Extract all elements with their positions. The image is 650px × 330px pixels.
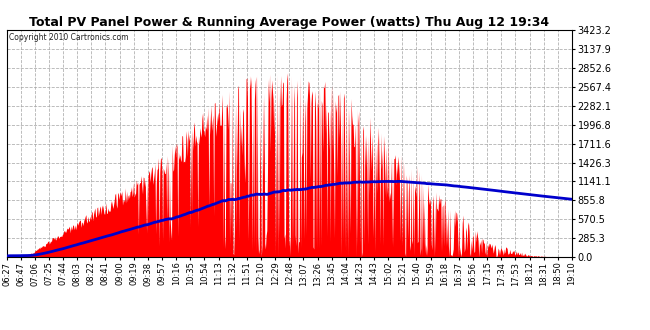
Title: Total PV Panel Power & Running Average Power (watts) Thu Aug 12 19:34: Total PV Panel Power & Running Average P…	[29, 16, 549, 28]
Text: Copyright 2010 Cartronics.com: Copyright 2010 Cartronics.com	[9, 33, 129, 42]
